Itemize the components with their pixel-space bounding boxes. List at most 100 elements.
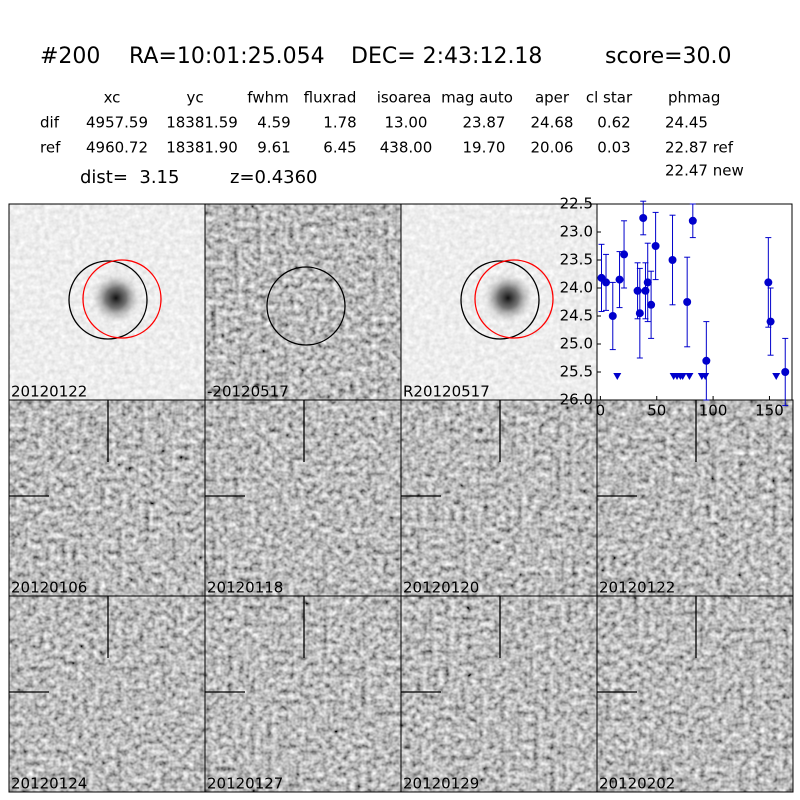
column-header: xc (104, 89, 121, 107)
point (781, 368, 790, 376)
aperture (68, 260, 148, 340)
column-header: aper (535, 89, 570, 107)
point (635, 309, 644, 318)
column-header: cl star (586, 89, 633, 107)
stamp-image (401, 596, 597, 792)
y-tick-label: 25.5 (560, 363, 593, 381)
stamp-label: 20120202 (599, 775, 675, 793)
table-cell: 18381.59 (166, 114, 238, 132)
point (683, 298, 692, 306)
table-cell: ref (40, 139, 61, 157)
table-cell: 24.68 (531, 114, 574, 132)
x-tick-label: 150 (755, 402, 784, 420)
point (647, 300, 656, 309)
y-tick-label: 26.0 (560, 391, 593, 409)
aperture (266, 266, 346, 346)
point (688, 216, 697, 225)
y-tick-label: 25.0 (560, 335, 593, 353)
point (668, 256, 677, 264)
point (639, 214, 648, 222)
column-header: fluxrad (304, 89, 357, 107)
point (643, 278, 652, 287)
column-header: yc (186, 89, 203, 107)
stamp-label: 20120129 (403, 775, 479, 793)
galaxy (482, 272, 534, 324)
table-cell: 4.59 (257, 114, 290, 132)
stamp-label: R20120517 (403, 383, 490, 401)
column-header: isoarea (377, 89, 432, 107)
table-cell: 19.70 (463, 139, 506, 157)
stamp-image (597, 596, 793, 792)
upper-limit (772, 373, 781, 380)
table-cell: 4960.72 (86, 139, 148, 157)
point (602, 278, 611, 287)
upper-limit (701, 373, 710, 380)
light-curve: 22.5 23.0 23.5 24.0 24.5 25.0 25.5 26.00 50 100 15… (560, 195, 793, 420)
dec: DEC= 2:43:12.18 (351, 44, 542, 69)
point (615, 275, 624, 284)
stamp-label: 20120122 (599, 579, 675, 597)
table-cell: 22.87 ref (665, 139, 734, 157)
column-header: mag auto (441, 89, 513, 107)
stamp-label: -20120517 (207, 383, 289, 401)
upper-limit (678, 373, 687, 380)
point (608, 312, 617, 320)
dist: dist= 3.15 (80, 167, 179, 188)
stamp-image (205, 596, 401, 792)
x-tick-label: 100 (699, 402, 728, 420)
stamp-label: 20120124 (11, 775, 87, 793)
object-id: #200 (40, 44, 100, 69)
score: score=30.0 (605, 44, 732, 69)
aperture-ref (82, 259, 162, 339)
plot-area (596, 203, 793, 401)
stamp-image (401, 400, 597, 596)
ra: RA=10:01:25.054 (129, 44, 325, 69)
phmag-new: 22.47 new (665, 162, 744, 180)
stamp-image (597, 400, 793, 596)
upper-limit (613, 373, 622, 380)
stamp-grid: 20120122 -20120517 R20120517 20120106 201201… (8, 203, 794, 793)
point (641, 286, 650, 295)
stamp-image (9, 596, 205, 792)
stamp-image (9, 400, 205, 596)
column-header: fwhm (247, 89, 288, 107)
table-cell: 24.45 (665, 114, 708, 132)
x-tick-label: 50 (647, 402, 666, 420)
point (620, 250, 629, 259)
point (651, 242, 660, 250)
point (766, 317, 775, 326)
y-tick-label: 24.0 (560, 279, 593, 297)
aperture-ref (474, 259, 554, 339)
stamp-image (205, 400, 401, 596)
table-cell: 13.00 (385, 114, 428, 132)
galaxy (90, 272, 142, 324)
table-cell: 20.06 (531, 139, 574, 157)
y-tick-label: 23.5 (560, 251, 593, 269)
y-tick-label: 22.5 (560, 195, 593, 213)
table-cell: 18381.90 (166, 139, 238, 157)
y-tick-label: 24.5 (560, 307, 593, 325)
point (633, 286, 642, 295)
x-tick-label: 0 (596, 402, 606, 420)
redshift: z=0.4360 (230, 167, 318, 188)
table-cell: dif (40, 114, 60, 132)
table-cell: 9.61 (257, 139, 290, 157)
stamp-label: 20120106 (11, 579, 87, 597)
table-cell: 0.03 (597, 139, 630, 157)
stamp-frame (596, 595, 794, 793)
aperture (460, 260, 540, 340)
table-cell: 23.87 (463, 114, 506, 132)
stamp-label: 20120122 (11, 383, 87, 401)
stamp-label: 20120127 (207, 775, 283, 793)
upper-limit (685, 373, 694, 380)
y-tick-label: 23.0 (560, 223, 593, 241)
point (764, 278, 773, 287)
point (702, 356, 711, 365)
table-cell: 0.62 (597, 114, 630, 132)
table-cell: 1.78 (323, 114, 356, 132)
table-cell: 6.45 (323, 139, 356, 157)
table-cell: 438.00 (380, 139, 433, 157)
column-header: phmag (668, 89, 720, 107)
stamp-label: 20120118 (207, 579, 283, 597)
